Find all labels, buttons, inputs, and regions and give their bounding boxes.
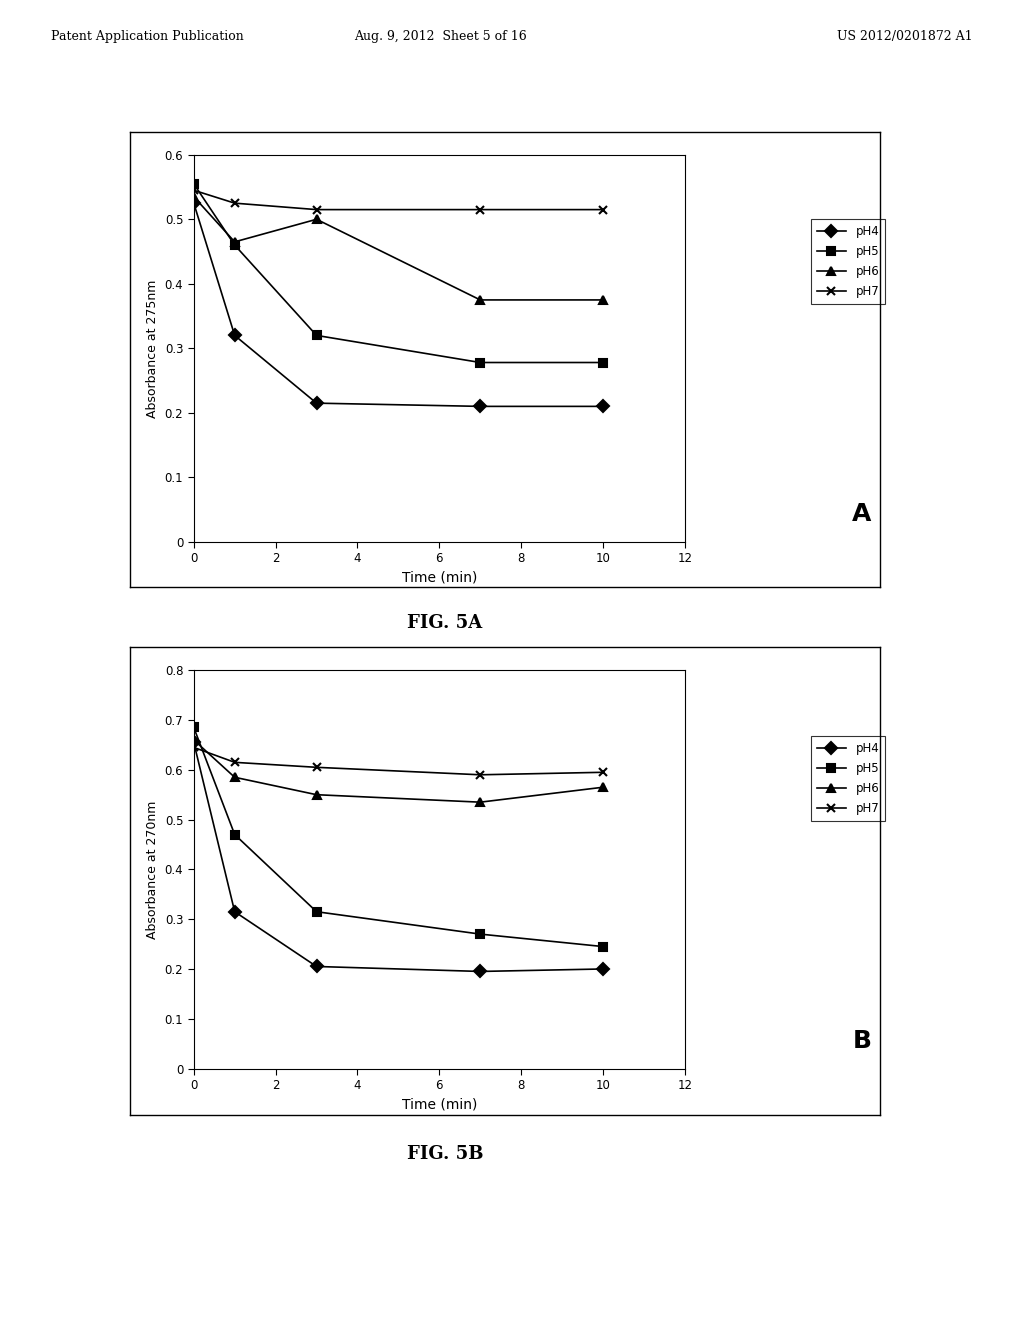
Text: Aug. 9, 2012  Sheet 5 of 16: Aug. 9, 2012 Sheet 5 of 16 (354, 30, 526, 42)
Text: FIG. 5B: FIG. 5B (407, 1144, 483, 1163)
Line: pH4: pH4 (189, 199, 607, 411)
pH7 (310, 759, 323, 775)
pH5 (187, 719, 200, 735)
pH6 (310, 787, 323, 803)
pH7 (597, 764, 609, 780)
pH6 (228, 770, 241, 785)
Line: pH7: pH7 (189, 743, 607, 779)
Line: pH5: pH5 (189, 723, 607, 950)
Text: Patent Application Publication: Patent Application Publication (51, 30, 244, 42)
Line: pH5: pH5 (189, 180, 607, 367)
pH5 (474, 927, 486, 942)
pH4 (474, 964, 486, 979)
pH5 (597, 939, 609, 954)
pH6 (474, 795, 486, 810)
pH7 (474, 767, 486, 783)
pH6 (310, 211, 323, 227)
pH4 (597, 961, 609, 977)
pH6 (187, 189, 200, 205)
pH5 (310, 904, 323, 920)
Line: pH6: pH6 (189, 735, 607, 807)
Line: pH7: pH7 (189, 186, 607, 214)
pH7 (228, 195, 241, 211)
pH5 (228, 826, 241, 842)
pH5 (187, 176, 200, 191)
pH7 (597, 202, 609, 218)
pH7 (228, 755, 241, 771)
pH4 (310, 395, 323, 411)
Text: FIG. 5A: FIG. 5A (408, 614, 482, 632)
pH4 (228, 904, 241, 920)
pH7 (310, 202, 323, 218)
pH6 (597, 292, 609, 308)
Line: pH4: pH4 (189, 738, 607, 975)
pH7 (474, 202, 486, 218)
X-axis label: Time (min): Time (min) (401, 1097, 477, 1111)
pH4 (187, 734, 200, 750)
pH6 (187, 733, 200, 748)
pH5 (228, 238, 241, 253)
pH6 (228, 234, 241, 249)
Text: A: A (852, 503, 871, 527)
Legend: pH4, pH5, pH6, pH7: pH4, pH5, pH6, pH7 (811, 219, 885, 304)
pH7 (187, 739, 200, 755)
pH4 (597, 399, 609, 414)
pH6 (474, 292, 486, 308)
pH7 (187, 182, 200, 198)
Y-axis label: Absorbance at 275nm: Absorbance at 275nm (146, 279, 159, 417)
pH5 (474, 355, 486, 371)
Y-axis label: Absorbance at 270nm: Absorbance at 270nm (146, 800, 159, 939)
Line: pH6: pH6 (189, 193, 607, 304)
X-axis label: Time (min): Time (min) (401, 570, 477, 585)
Legend: pH4, pH5, pH6, pH7: pH4, pH5, pH6, pH7 (811, 735, 885, 821)
pH4 (228, 327, 241, 343)
pH4 (187, 195, 200, 211)
pH4 (474, 399, 486, 414)
Text: US 2012/0201872 A1: US 2012/0201872 A1 (838, 30, 973, 42)
pH6 (597, 779, 609, 795)
Text: B: B (853, 1028, 871, 1052)
pH4 (310, 958, 323, 974)
pH5 (597, 355, 609, 371)
pH5 (310, 327, 323, 343)
